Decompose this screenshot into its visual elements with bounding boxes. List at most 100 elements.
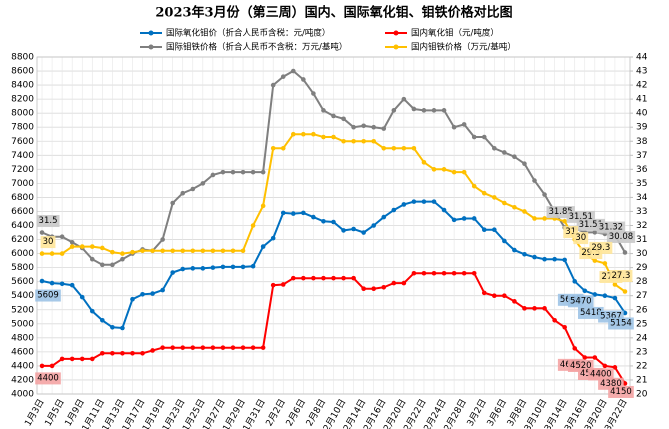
data-point — [160, 248, 165, 254]
y-tick-label: 8000 — [11, 109, 34, 119]
data-label-text: 5470 — [570, 296, 592, 306]
data-point — [110, 325, 115, 330]
data-point — [230, 264, 236, 270]
data-point — [120, 325, 125, 331]
data-point — [59, 251, 65, 256]
data-point — [270, 282, 276, 288]
y2-tick-label: 28 — [636, 277, 648, 287]
y-tick-label: 4000 — [11, 390, 34, 400]
data-label: 30 — [40, 236, 56, 249]
y-tick-label: 6200 — [11, 235, 34, 245]
data-point — [401, 145, 407, 151]
data-point — [341, 275, 346, 281]
data-point — [79, 294, 85, 300]
data-point — [39, 363, 45, 369]
data-point — [260, 244, 266, 249]
data-point — [100, 262, 105, 268]
data-label-text: 4400 — [590, 369, 612, 379]
data-point — [270, 235, 276, 241]
data-point — [150, 291, 155, 296]
data-point — [200, 248, 206, 254]
data-point — [371, 223, 377, 228]
data-label-bg — [40, 236, 56, 249]
data-point — [210, 265, 216, 270]
data-point — [542, 306, 547, 311]
data-point — [220, 169, 226, 175]
data-point — [592, 230, 598, 235]
y-tick-label: 7200 — [11, 165, 34, 175]
data-label-text: 31.85 — [548, 207, 572, 217]
data-point — [140, 292, 145, 297]
data-point — [240, 264, 246, 270]
data-label-bg — [35, 372, 61, 385]
legend-marker — [148, 44, 154, 50]
data-point — [79, 356, 85, 362]
data-point — [401, 280, 407, 286]
data-point — [321, 134, 326, 140]
data-label: 30.08 — [606, 230, 636, 243]
y2-tick-label: 38 — [636, 137, 648, 147]
legend-label: 国际钼铁价格（折合人民币不含税：万元/基吨） — [166, 42, 347, 53]
data-point — [492, 195, 497, 200]
data-point — [89, 244, 95, 249]
data-point — [461, 169, 467, 175]
data-point — [361, 138, 366, 144]
data-point — [69, 356, 75, 362]
data-label-bg — [588, 368, 614, 381]
y2-tick-label: 27 — [636, 291, 647, 301]
data-point — [250, 223, 256, 228]
data-point — [622, 381, 628, 386]
data-point — [381, 284, 387, 290]
data-point — [371, 286, 377, 291]
legend-label: 国内钼铁价格（万元/基吨） — [411, 42, 516, 53]
data-point — [481, 134, 487, 140]
data-point — [411, 270, 417, 276]
data-point — [361, 123, 366, 129]
data-point — [391, 207, 397, 213]
data-point — [130, 249, 135, 255]
data-label: 30 — [573, 232, 589, 245]
data-point — [481, 190, 487, 196]
data-point — [351, 226, 356, 232]
data-point — [481, 227, 487, 233]
data-point — [461, 216, 467, 221]
data-point — [210, 172, 216, 178]
y-tick-label: 7600 — [11, 137, 34, 147]
data-point — [471, 134, 477, 140]
data-point — [180, 248, 186, 254]
data-point — [240, 345, 246, 350]
data-point — [39, 230, 45, 235]
y2-tick-label: 35 — [636, 179, 647, 189]
data-label-text: 31.32 — [599, 223, 623, 233]
data-point — [250, 169, 256, 175]
data-label-bg — [596, 221, 626, 234]
data-label-bg — [608, 385, 634, 398]
y2-tick-label: 44 — [636, 53, 648, 63]
data-label-text: 4150 — [610, 387, 632, 397]
data-point — [120, 251, 125, 256]
data-point — [260, 203, 266, 209]
data-point — [100, 245, 105, 251]
y2-tick-label: 20 — [636, 390, 648, 400]
data-point — [441, 167, 447, 172]
y-tick-label: 6800 — [11, 193, 34, 203]
data-point — [270, 145, 276, 151]
data-point — [230, 345, 236, 350]
y2-tick-label: 36 — [636, 165, 648, 175]
data-label-text: 4520 — [570, 361, 592, 371]
y2-tick-label: 34 — [636, 193, 648, 203]
data-point — [391, 280, 397, 286]
data-point — [250, 263, 256, 269]
data-point — [39, 251, 45, 256]
data-label-text: 5418 — [580, 308, 602, 318]
data-point — [220, 248, 226, 254]
data-point — [431, 270, 437, 276]
chart-title: 2023年3月份（第三周）国内、国际氧化钼、钼铁价格对比图 — [155, 5, 512, 21]
data-label-bg — [589, 241, 613, 254]
y2-tick-label: 26 — [636, 305, 648, 315]
data-point — [69, 240, 75, 245]
data-label: 4150 — [608, 385, 634, 398]
y-tick-label: 4800 — [11, 333, 34, 343]
data-label-text: 4400 — [37, 373, 59, 383]
data-label-bg — [35, 289, 61, 302]
